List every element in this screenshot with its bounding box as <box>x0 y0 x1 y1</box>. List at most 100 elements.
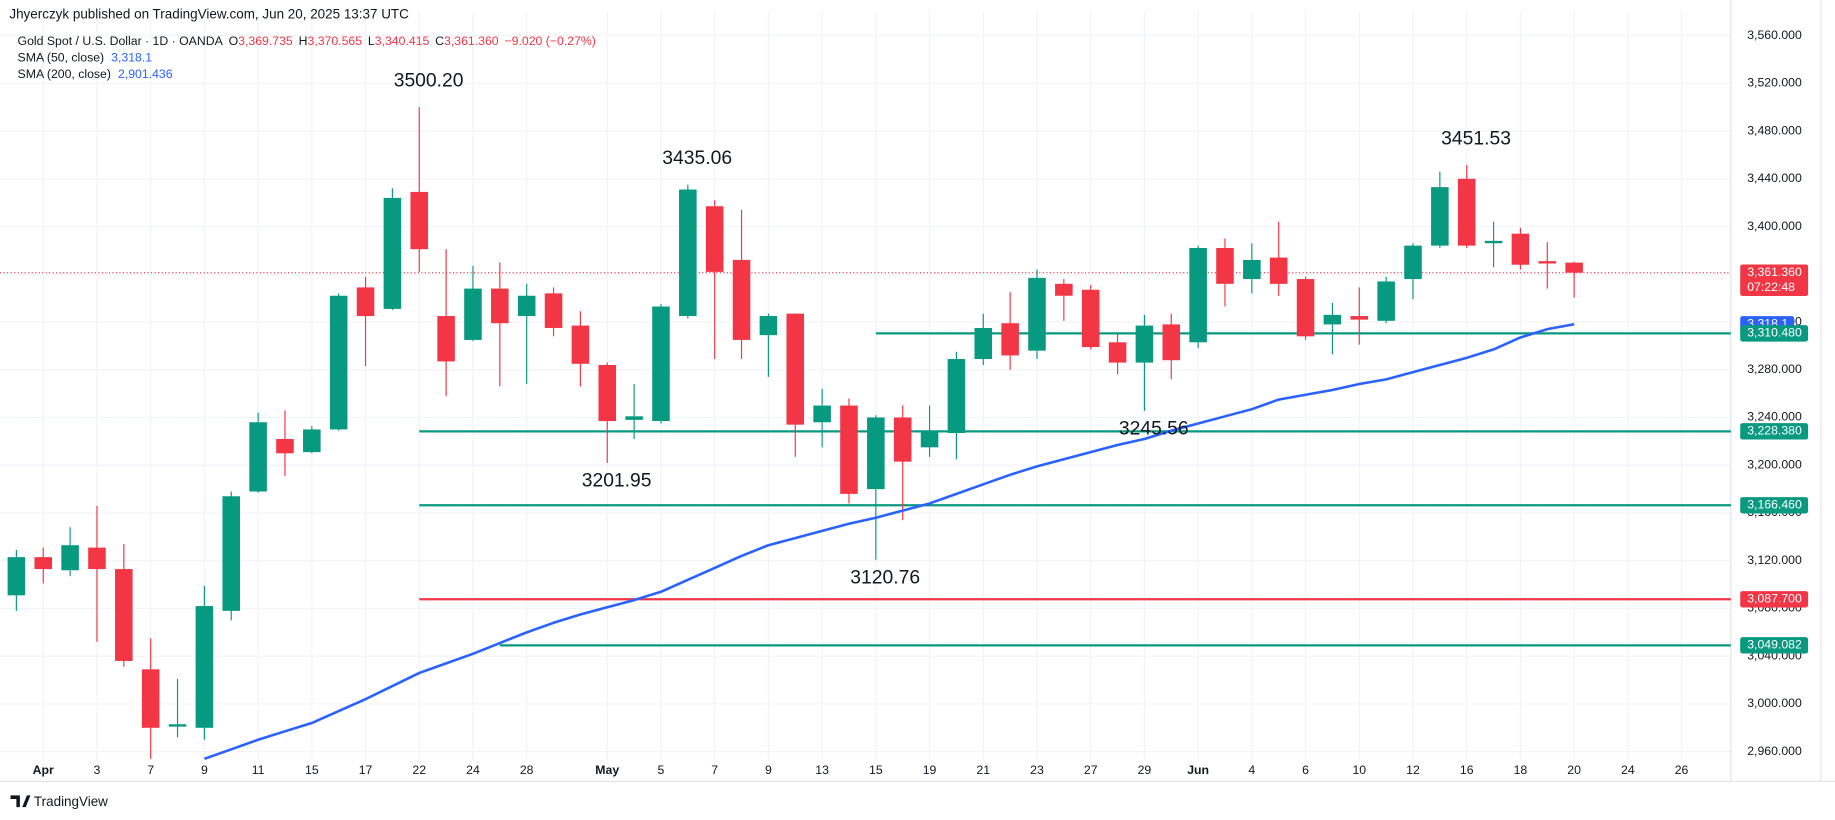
sma-line <box>204 322 1575 761</box>
legend-change: −9.020 (−0.27%) <box>504 34 595 48</box>
candle-body <box>625 416 643 420</box>
candle-body <box>1431 187 1449 246</box>
indicator-value: 2,901.436 <box>118 67 173 81</box>
candle-body <box>1135 325 1154 363</box>
candle-body <box>1243 259 1261 280</box>
candle-body <box>1565 262 1583 273</box>
x-tick-label: 6 <box>1302 763 1309 777</box>
candle-body <box>1484 240 1503 244</box>
ohlc-field-label: C <box>435 34 444 48</box>
candle-body <box>517 295 536 317</box>
level-price-tag <box>1740 497 1809 514</box>
candle-body <box>1162 324 1181 361</box>
y-tick-label: 3,200.000 <box>1747 457 1802 471</box>
level-price-label: 3,310.480 <box>1747 326 1802 340</box>
candle-body <box>141 669 160 728</box>
level-price-label: 3,228.380 <box>1747 424 1802 438</box>
x-tick-label: 10 <box>1352 763 1366 777</box>
x-tick-label: Jun <box>1187 763 1209 777</box>
last-price-tag <box>1740 264 1809 297</box>
x-tick-label: 16 <box>1460 763 1474 777</box>
published-note: Jhyerczyk published on TradingView.com, … <box>9 7 409 22</box>
level-price-label: 3,166.460 <box>1747 498 1802 512</box>
level-price-tag <box>1740 591 1809 608</box>
x-tick-label: 19 <box>923 763 937 777</box>
legend-indicator: SMA (200, close) 2,901.436 <box>18 67 173 81</box>
candle-body <box>652 306 670 422</box>
candle-body <box>437 316 455 362</box>
indicator-name: SMA (50, close) <box>18 51 105 65</box>
ohlc-field-value: 3,340.415 <box>375 34 430 48</box>
x-tick-label: 15 <box>869 763 883 777</box>
candle-body <box>1377 281 1395 321</box>
candle-body <box>1081 289 1100 348</box>
candle-body <box>893 417 912 462</box>
legend-name: Gold Spot / U.S. Dollar · 1D · OANDA <box>18 34 224 48</box>
ohlc-field-value: 3,369.735 <box>238 34 293 48</box>
ohlc-field-label: H <box>299 34 308 48</box>
x-tick-label: 29 <box>1138 763 1152 777</box>
candle-body <box>383 197 402 309</box>
candle-body <box>544 293 563 328</box>
x-tick-label: May <box>595 763 619 777</box>
level-price-tag <box>1740 637 1809 654</box>
annotation: 3201.95 <box>582 471 652 492</box>
candle-body <box>705 206 724 272</box>
indicator-value: 3,318.1 <box>111 51 152 65</box>
y-tick-label: 3,520.000 <box>1747 76 1802 90</box>
level-price-tag <box>1740 325 1809 342</box>
legend: Gold Spot / U.S. Dollar · 1D · OANDA O3,3… <box>18 34 596 81</box>
candle-body <box>195 606 214 728</box>
footer-logo: TradingView <box>10 794 108 809</box>
x-tick-label: 4 <box>1248 763 1255 777</box>
annotation: 3435.06 <box>662 148 732 169</box>
y-tick-label: 2,960.000 <box>1747 744 1802 758</box>
annotation: 3500.20 <box>394 70 464 91</box>
candle-body <box>786 313 805 425</box>
candle-body <box>222 496 241 611</box>
candle-body <box>88 547 106 570</box>
x-tick-label: 24 <box>1621 763 1635 777</box>
legend-symbol: Gold Spot / U.S. Dollar · 1D · OANDA O3,3… <box>18 34 596 48</box>
y-tick-label: 3,000.000 <box>1747 696 1802 710</box>
indicator-name: SMA (200, close) <box>18 67 111 81</box>
y-tick-label: 3,440.000 <box>1747 171 1802 185</box>
candle-body <box>464 288 482 340</box>
candle-body <box>1055 283 1073 296</box>
x-tick-label: 21 <box>976 763 990 777</box>
candle-body <box>974 327 993 360</box>
x-tick-label: 13 <box>815 763 829 777</box>
level-price-label: 3,049.082 <box>1747 638 1802 652</box>
x-tick-label: 18 <box>1514 763 1528 777</box>
x-tick-label: 9 <box>201 763 208 777</box>
candle-body <box>34 557 53 570</box>
x-tick-label: 3 <box>94 763 101 777</box>
y-tick-label: 3,560.000 <box>1747 28 1802 42</box>
candle-body <box>329 295 348 430</box>
ohlc-field-value: 3,370.565 <box>307 34 362 48</box>
level-price-tag <box>1740 423 1809 440</box>
x-tick-label: 27 <box>1084 763 1098 777</box>
annotation: 3451.53 <box>1441 128 1511 149</box>
candle-body <box>1404 245 1422 280</box>
x-tick-label: 20 <box>1567 763 1581 777</box>
level-price-label: 3,087.700 <box>1747 592 1802 606</box>
x-tick-label: 24 <box>466 763 480 777</box>
x-tick-label: 15 <box>305 763 319 777</box>
y-tick-label: 3,120.000 <box>1747 553 1802 567</box>
x-tick-label: 26 <box>1675 763 1689 777</box>
x-tick-label: 9 <box>765 763 772 777</box>
candle-body <box>1028 277 1046 351</box>
x-tick-label: 23 <box>1030 763 1044 777</box>
x-tick-label: 28 <box>520 763 534 777</box>
x-tick-label: Apr <box>33 763 54 777</box>
candle-body <box>759 316 778 336</box>
x-tick-label: 11 <box>252 763 265 777</box>
candle-body <box>276 438 294 454</box>
candle-body <box>1511 233 1530 265</box>
candle-body <box>571 325 590 364</box>
legend-indicator: SMA (50, close) 3,318.1 <box>18 51 153 65</box>
candle-body <box>1216 248 1234 284</box>
candle-body <box>491 288 509 324</box>
